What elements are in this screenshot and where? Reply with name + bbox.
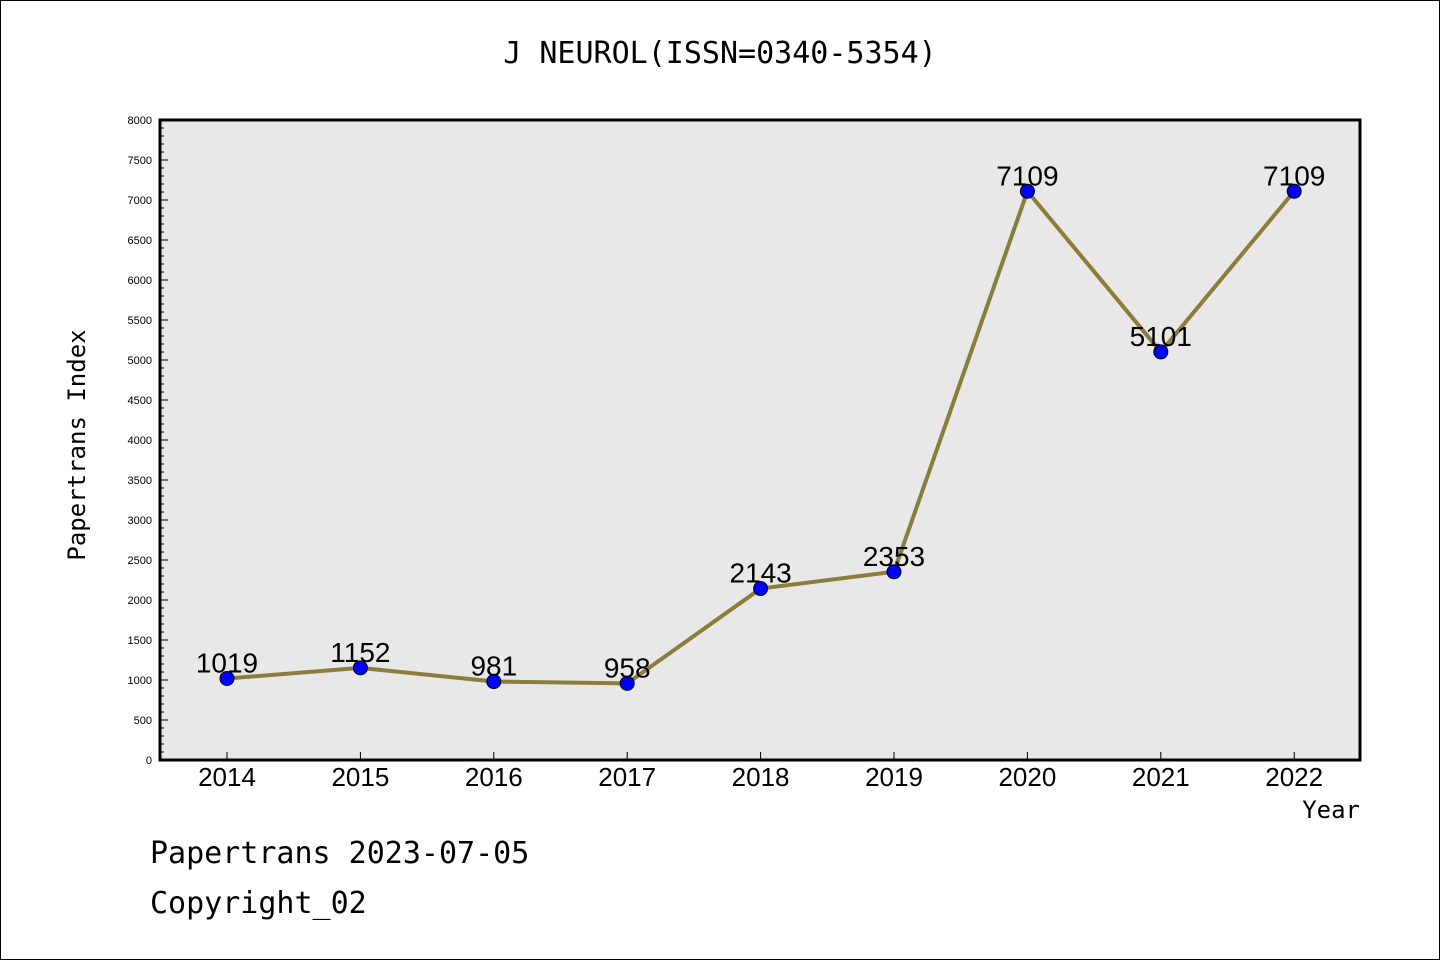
plot-area	[158, 118, 1362, 762]
data-point	[619, 675, 635, 691]
y-tick-label: 0	[146, 755, 152, 767]
y-tick-label: 7500	[128, 155, 152, 167]
y-tick-label: 4000	[128, 435, 152, 447]
data-label: 958	[604, 652, 651, 683]
y-axis: 0 500 1000 1500 2000 2500 3000 3500 4000 4500 5000…	[128, 115, 168, 767]
y-tick-label: 2500	[128, 555, 152, 567]
x-axis: 2014 2015 2016 2017 2018 2019 2020 2021 2022	[198, 752, 1323, 792]
data-points	[219, 183, 1302, 691]
x-tick-label: 2019	[865, 762, 923, 792]
y-tick-label: 1000	[128, 675, 152, 687]
x-tick-label: 2015	[331, 762, 389, 792]
data-point	[1019, 183, 1035, 199]
y-tick-label: 4500	[128, 395, 152, 407]
y-tick-label: 8000	[128, 115, 152, 127]
data-point	[219, 670, 235, 686]
y-tick-label: 6500	[128, 235, 152, 247]
y-tick-label: 7000	[128, 195, 152, 207]
y-tick-label: 1500	[128, 635, 152, 647]
data-label: 1152	[330, 637, 390, 668]
x-tick-label: 2014	[198, 762, 256, 792]
data-point	[1153, 344, 1169, 360]
x-tick-label: 2022	[1265, 762, 1323, 792]
data-point	[486, 674, 502, 690]
data-label: 7109	[996, 160, 1058, 191]
x-tick-label: 2021	[1132, 762, 1190, 792]
footer-copyright: Copyright_02	[150, 886, 367, 921]
x-tick-label: 2017	[598, 762, 656, 792]
chart-title: J NEUROL(ISSN=0340-5354)	[503, 36, 937, 71]
data-label: 1019	[196, 647, 258, 678]
data-point	[753, 581, 769, 597]
y-tick-label: 5500	[128, 315, 152, 327]
x-tick-label: 2018	[732, 762, 790, 792]
data-point	[886, 564, 902, 580]
y-tick-label: 500	[134, 715, 152, 727]
y-tick-label: 5000	[128, 355, 152, 367]
y-tick-label: 3000	[128, 515, 152, 527]
data-point	[1286, 183, 1302, 199]
data-labels: 1019 1152 981 958 2143 2353 7109 5101 7109	[196, 160, 1325, 683]
data-label: 2353	[863, 541, 925, 572]
x-axis-label: Year	[1302, 796, 1360, 824]
x-tick-label: 2016	[465, 762, 523, 792]
data-point	[352, 660, 368, 676]
footer-date: Papertrans 2023-07-05	[150, 836, 530, 871]
data-label: 981	[470, 651, 517, 682]
y-tick-label: 2000	[128, 595, 152, 607]
x-tick-label: 2020	[998, 762, 1056, 792]
data-label: 5101	[1130, 321, 1192, 352]
y-tick-label: 6000	[128, 275, 152, 287]
data-label: 2143	[729, 558, 791, 589]
data-label: 7109	[1263, 160, 1325, 191]
y-tick-label: 3500	[128, 475, 152, 487]
